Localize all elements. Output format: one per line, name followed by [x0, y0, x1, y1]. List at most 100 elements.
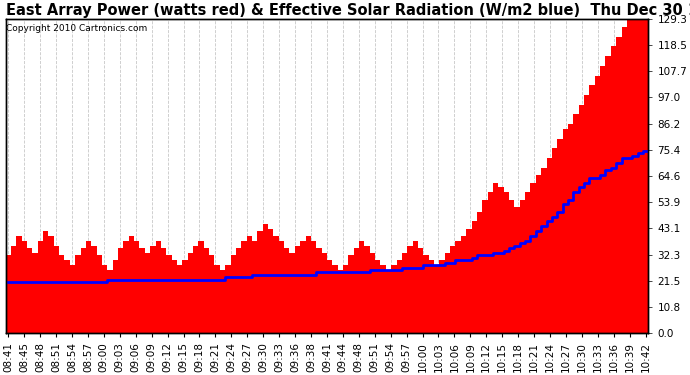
Bar	[97, 255, 102, 333]
Bar	[54, 246, 59, 333]
Bar	[204, 248, 209, 333]
Bar	[380, 265, 386, 333]
Bar	[595, 76, 600, 333]
Bar	[397, 260, 402, 333]
Bar	[589, 85, 595, 333]
Bar	[616, 37, 622, 333]
Bar	[134, 241, 139, 333]
Bar	[541, 168, 546, 333]
Bar	[322, 253, 327, 333]
Bar	[75, 255, 81, 333]
Bar	[32, 253, 38, 333]
Bar	[70, 265, 75, 333]
Bar	[182, 260, 188, 333]
Bar	[177, 265, 182, 333]
Bar	[579, 105, 584, 333]
Bar	[145, 253, 150, 333]
Bar	[279, 241, 284, 333]
Bar	[536, 175, 541, 333]
Bar	[558, 139, 562, 333]
Bar	[531, 183, 536, 333]
Bar	[413, 241, 418, 333]
Bar	[209, 255, 215, 333]
Bar	[241, 241, 246, 333]
Bar	[455, 241, 461, 333]
Bar	[498, 188, 504, 333]
Bar	[27, 248, 32, 333]
Bar	[316, 248, 322, 333]
Bar	[257, 231, 263, 333]
Bar	[348, 255, 354, 333]
Bar	[108, 270, 112, 333]
Bar	[428, 260, 434, 333]
Bar	[273, 236, 279, 333]
Bar	[124, 241, 129, 333]
Bar	[86, 241, 91, 333]
Bar	[424, 255, 428, 333]
Text: Copyright 2010 Cartronics.com: Copyright 2010 Cartronics.com	[6, 24, 147, 33]
Bar	[562, 129, 568, 333]
Bar	[461, 236, 466, 333]
Bar	[477, 211, 482, 333]
Bar	[150, 246, 155, 333]
Bar	[638, 20, 643, 333]
Bar	[482, 200, 488, 333]
Bar	[268, 229, 273, 333]
Bar	[306, 236, 311, 333]
Bar	[225, 265, 230, 333]
Bar	[493, 183, 498, 333]
Bar	[91, 246, 97, 333]
Bar	[112, 260, 118, 333]
Bar	[289, 253, 295, 333]
Bar	[295, 246, 300, 333]
Bar	[364, 246, 370, 333]
Bar	[155, 241, 161, 333]
Bar	[643, 20, 649, 333]
Bar	[515, 207, 520, 333]
Bar	[129, 236, 134, 333]
Bar	[139, 248, 145, 333]
Bar	[199, 241, 204, 333]
Bar	[11, 246, 17, 333]
Text: East Array Power (watts red) & Effective Solar Radiation (W/m2 blue)  Thu Dec 30: East Array Power (watts red) & Effective…	[6, 3, 690, 18]
Bar	[118, 248, 124, 333]
Bar	[600, 66, 605, 333]
Bar	[81, 248, 86, 333]
Bar	[525, 192, 531, 333]
Bar	[488, 192, 493, 333]
Bar	[466, 229, 471, 333]
Bar	[43, 231, 48, 333]
Bar	[230, 255, 236, 333]
Bar	[622, 27, 627, 333]
Bar	[166, 255, 172, 333]
Bar	[375, 260, 380, 333]
Bar	[450, 246, 455, 333]
Bar	[64, 260, 70, 333]
Bar	[220, 270, 225, 333]
Bar	[333, 265, 337, 333]
Bar	[359, 241, 364, 333]
Bar	[263, 224, 268, 333]
Bar	[546, 158, 552, 333]
Bar	[102, 265, 108, 333]
Bar	[300, 241, 306, 333]
Bar	[552, 148, 558, 333]
Bar	[568, 124, 573, 333]
Bar	[172, 260, 177, 333]
Bar	[48, 236, 54, 333]
Bar	[161, 248, 166, 333]
Bar	[402, 253, 407, 333]
Bar	[246, 236, 252, 333]
Bar	[627, 20, 632, 333]
Bar	[418, 248, 424, 333]
Bar	[407, 246, 413, 333]
Bar	[440, 260, 445, 333]
Bar	[605, 56, 611, 333]
Bar	[504, 192, 509, 333]
Bar	[520, 200, 525, 333]
Bar	[337, 270, 343, 333]
Bar	[611, 46, 616, 333]
Bar	[343, 265, 348, 333]
Bar	[434, 265, 440, 333]
Bar	[354, 248, 359, 333]
